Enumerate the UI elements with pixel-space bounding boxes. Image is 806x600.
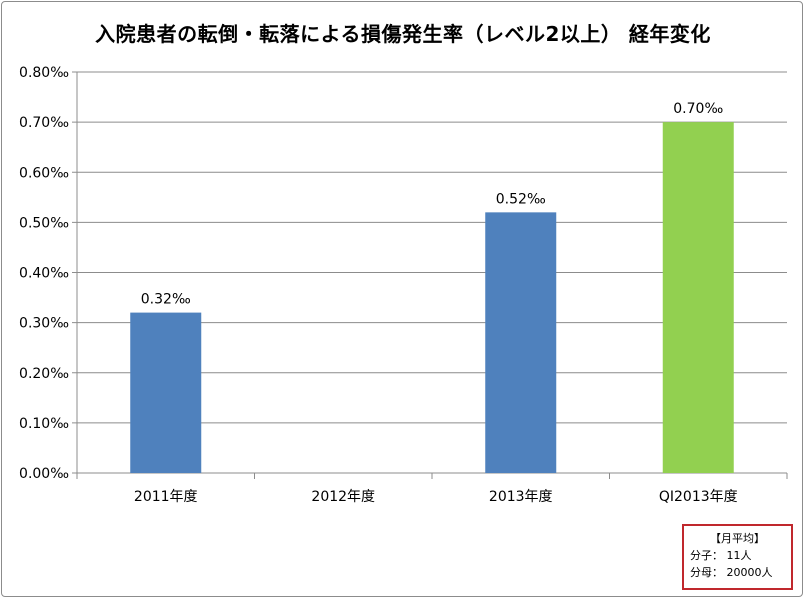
y-tick-label: 0.50‰	[19, 215, 69, 231]
y-tick-label: 0.70‰	[19, 115, 69, 131]
y-tick-label: 0.80‰	[19, 65, 69, 81]
note-denominator: 分母： 20000人	[690, 566, 773, 579]
bars	[130, 122, 734, 473]
x-tick-label: 2013年度	[489, 489, 553, 505]
bar	[662, 122, 734, 473]
note-numerator: 分子： 11人	[690, 549, 752, 562]
chart-title: 入院患者の転倒・転落による損傷発生率（レベル2以上） 経年変化	[95, 22, 711, 46]
y-tick-label: 0.00‰	[19, 466, 69, 482]
y-tick-label: 0.40‰	[19, 266, 69, 282]
y-tick-label: 0.30‰	[19, 316, 69, 332]
x-tick-label: 2012年度	[311, 489, 375, 505]
bar	[130, 312, 202, 473]
data-label: 0.52‰	[496, 191, 546, 207]
note-heading: 【月平均】	[710, 532, 765, 545]
y-tick-labels: 0.00‰ 0.10‰ 0.20‰ 0.30‰ 0.40‰ 0.50‰ 0.60‰ 0.70‰…	[19, 65, 69, 482]
x-tick-label: QI2013年度	[659, 489, 738, 505]
monthly-average-note: 【月平均】 分子： 11人 分母： 20000人	[682, 524, 793, 590]
y-tick-label: 0.60‰	[19, 165, 69, 181]
x-tick-labels: 2011年度 2012年度 2013年度 QI2013年度	[134, 489, 738, 505]
y-tick-label: 0.20‰	[19, 366, 69, 382]
bar	[485, 212, 557, 473]
data-label: 0.70‰	[673, 101, 723, 117]
y-tick-label: 0.10‰	[19, 416, 69, 432]
x-tick-label: 2011年度	[134, 489, 198, 505]
data-labels: 0.32‰ 0.52‰ 0.70‰	[141, 101, 724, 307]
data-label: 0.32‰	[141, 292, 191, 308]
